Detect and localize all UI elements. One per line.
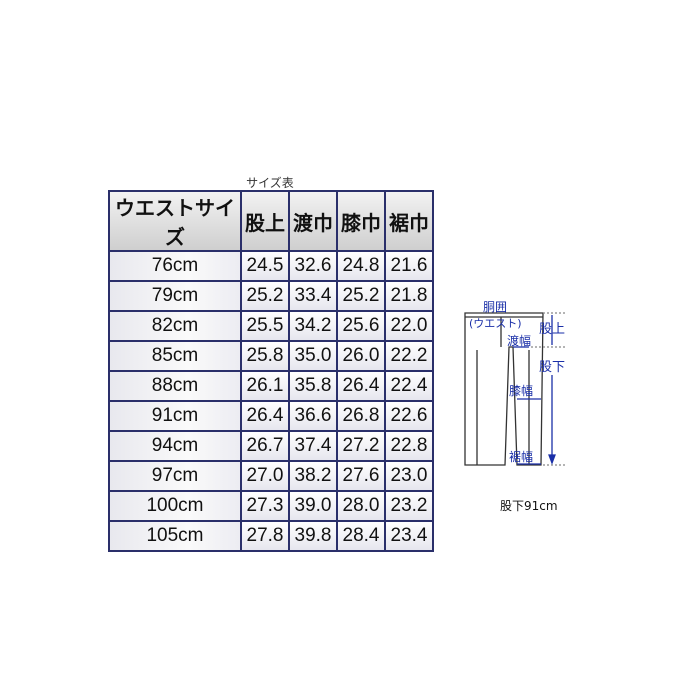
measurement-cell: 23.2 (384, 490, 434, 522)
waist-label: 胴囲 (483, 300, 507, 314)
measurement-cell: 22.2 (384, 340, 434, 372)
measurement-cell: 24.5 (240, 250, 290, 282)
waist-sub-label: (ウエスト) (469, 317, 522, 330)
hem-label: 裾幅 (509, 449, 533, 464)
waist-size-cell: 88cm (108, 370, 242, 402)
measurement-cell: 28.4 (336, 520, 386, 552)
table-row: 105cm 27.8 39.8 28.4 23.4 (108, 520, 434, 552)
measurement-cell: 22.0 (384, 310, 434, 342)
table-row: 94cm 26.7 37.4 27.2 22.8 (108, 430, 434, 462)
measurement-cell: 26.7 (240, 430, 290, 462)
rise-label: 股上 (539, 322, 565, 337)
measurement-cell: 25.2 (336, 280, 386, 312)
measurement-cell: 27.0 (240, 460, 290, 492)
waist-size-cell: 94cm (108, 430, 242, 462)
measurement-cell: 38.2 (288, 460, 338, 492)
measurement-cell: 32.6 (288, 250, 338, 282)
header-rise: 股上 (240, 190, 290, 252)
measurement-cell: 27.8 (240, 520, 290, 552)
measurement-cell: 26.4 (240, 400, 290, 432)
thigh-label: 渡幅 (507, 333, 531, 348)
header-thigh: 渡巾 (288, 190, 338, 252)
waist-size-cell: 100cm (108, 490, 242, 522)
waist-size-cell: 79cm (108, 280, 242, 312)
measurement-cell: 22.6 (384, 400, 434, 432)
measurement-cell: 28.0 (336, 490, 386, 522)
header-hem: 裾巾 (384, 190, 434, 252)
measurement-cell: 33.4 (288, 280, 338, 312)
measurement-cell: 25.8 (240, 340, 290, 372)
waist-size-cell: 91cm (108, 400, 242, 432)
measurement-cell: 25.6 (336, 310, 386, 342)
waist-size-cell: 82cm (108, 310, 242, 342)
measurement-cell: 27.6 (336, 460, 386, 492)
table-row: 97cm 27.0 38.2 27.6 23.0 (108, 460, 434, 492)
waist-size-cell: 85cm (108, 340, 242, 372)
measurement-cell: 21.8 (384, 280, 434, 312)
measurement-cell: 37.4 (288, 430, 338, 462)
table-caption: サイズ表 (246, 176, 294, 190)
measurement-cell: 36.6 (288, 400, 338, 432)
measurement-cell: 26.4 (336, 370, 386, 402)
inseam-note: 股下91cm (500, 499, 558, 513)
table-row: 85cm 25.8 35.0 26.0 22.2 (108, 340, 434, 372)
measurement-cell: 35.0 (288, 340, 338, 372)
table-header-row: ウエストサイズ 股上 渡巾 膝巾 裾巾 (108, 190, 434, 252)
measurement-cell: 27.2 (336, 430, 386, 462)
table-row: 82cm 25.5 34.2 25.6 22.0 (108, 310, 434, 342)
measurement-cell: 25.5 (240, 310, 290, 342)
table-row: 76cm 24.5 32.6 24.8 21.6 (108, 250, 434, 282)
measurement-cell: 35.8 (288, 370, 338, 402)
knee-label: 膝幅 (509, 383, 533, 398)
measurement-cell: 23.0 (384, 460, 434, 492)
measurement-cell: 39.0 (288, 490, 338, 522)
table-row: 91cm 26.4 36.6 26.8 22.6 (108, 400, 434, 432)
measurement-cell: 26.0 (336, 340, 386, 372)
measurement-cell: 22.4 (384, 370, 434, 402)
waist-size-cell: 97cm (108, 460, 242, 492)
header-waist: ウエストサイズ (108, 190, 242, 252)
measurement-cell: 24.8 (336, 250, 386, 282)
table-row: 100cm 27.3 39.0 28.0 23.2 (108, 490, 434, 522)
measurement-cell: 26.8 (336, 400, 386, 432)
measurement-cell: 26.1 (240, 370, 290, 402)
size-table: ウエストサイズ 股上 渡巾 膝巾 裾巾 76cm 24.5 32.6 24.8 21.6… (108, 190, 434, 552)
measurement-cell: 23.4 (384, 520, 434, 552)
trousers-diagram: 胴囲 (ウエスト) 股上 渡幅 股下 膝幅 裾幅 (464, 300, 565, 466)
measurement-cell: 27.3 (240, 490, 290, 522)
measurement-cell: 34.2 (288, 310, 338, 342)
inseam-label: 股下 (539, 360, 565, 375)
waist-size-cell: 76cm (108, 250, 242, 282)
waist-size-cell: 105cm (108, 520, 242, 552)
table-row: 88cm 26.1 35.8 26.4 22.4 (108, 370, 434, 402)
measurement-cell: 39.8 (288, 520, 338, 552)
table-row: 79cm 25.2 33.4 25.2 21.8 (108, 280, 434, 312)
measurement-cell: 25.2 (240, 280, 290, 312)
header-knee: 膝巾 (336, 190, 386, 252)
measurement-cell: 21.6 (384, 250, 434, 282)
measurement-cell: 22.8 (384, 430, 434, 462)
